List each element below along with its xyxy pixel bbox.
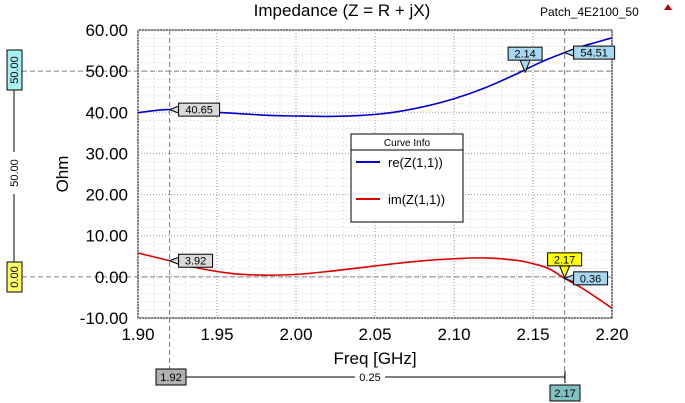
bottom-scale-left-box[interactable] [155,368,187,386]
side-scale: 50.00 50.00 0.00 [6,49,23,293]
im-marker-2-17[interactable]: 2.17 [547,252,583,280]
x-tick-label: 2.00 [279,325,312,344]
legend-label-re: re(Z(1,1)) [388,155,443,170]
project-name: Patch_4E2100_50 [540,5,639,19]
side-scale-bottom-box[interactable] [6,261,23,293]
re-marker-2-14[interactable]: 2.14 [507,46,543,74]
y-tick-label: 60.00 [85,21,128,40]
bottom-scale-right-label: 2.17 [554,388,575,400]
marker-box [178,102,221,117]
marker-box [507,46,543,61]
marker-label: 3.92 [185,256,206,268]
marker-box [547,252,583,267]
reference-lines [14,30,612,383]
legend-label-im: im(Z(1,1)) [388,192,445,207]
y-tick-label: 10.00 [85,227,128,246]
side-scale-top-box[interactable] [6,49,23,91]
bottom-scale-middle-bg [355,370,385,384]
bottom-scale: 1.92 0.25 2.17 [155,368,581,402]
re-marker-40-65[interactable]: 40.65 [168,102,221,117]
x-tick-label: 2.15 [516,325,549,344]
re-marker-54-51[interactable]: 54.51 [563,45,616,60]
marker-label: 2.14 [514,49,535,61]
bottom-scale-right-box[interactable] [549,384,581,402]
marker-label: 0.36 [580,273,601,285]
bottom-scale-left-label: 1.92 [160,372,181,384]
marker-label: 40.65 [185,105,213,117]
marker-box [178,253,214,268]
legend-title: Curve Info [384,138,431,149]
corner-triangle-icon [664,4,672,10]
y-axis-label: Ohm [53,156,72,193]
im-marker-3-92[interactable]: 3.92 [168,253,214,268]
x-tick-label: 2.05 [358,325,391,344]
marker-box [573,45,616,60]
legend[interactable]: Curve Info re(Z(1,1)) im(Z(1,1)) [350,133,464,223]
marker-label: 54.51 [580,48,608,60]
x-tick-label: 2.10 [437,325,470,344]
y-tick-label: -10.00 [80,309,128,328]
marker-label: 2.17 [554,254,575,266]
marker-layer: 40.65 2.14 54.51 3.92 2.17 0.36 [168,45,616,286]
im-marker-0-36[interactable]: 0.36 [563,271,609,286]
chart-title: Impedance (Z = R + jX) [254,1,431,20]
bottom-scale-middle-label: 0.25 [359,372,380,384]
marker-box [573,271,609,286]
y-tick-label: 20.00 [85,186,128,205]
side-scale-top-label: 50.00 [9,56,21,84]
y-tick-label: 30.00 [85,144,128,163]
y-tick-label: 50.00 [85,62,128,81]
side-scale-bottom-label: 0.00 [9,266,21,287]
tick-labels: 1.90 1.95 2.00 2.05 2.10 2.15 2.20 -10.00 0.00 10… [80,21,629,344]
y-tick-label: 0.00 [95,268,128,287]
side-scale-middle-label: 50.00 [9,159,21,187]
x-axis-label: Freq [GHz] [333,349,416,368]
x-tick-label: 2.20 [595,325,628,344]
y-tick-label: 40.00 [85,103,128,122]
side-scale-middle-bg [8,152,22,194]
x-tick-label: 1.90 [121,325,154,344]
legend-box [350,133,464,223]
x-tick-label: 1.95 [200,325,233,344]
